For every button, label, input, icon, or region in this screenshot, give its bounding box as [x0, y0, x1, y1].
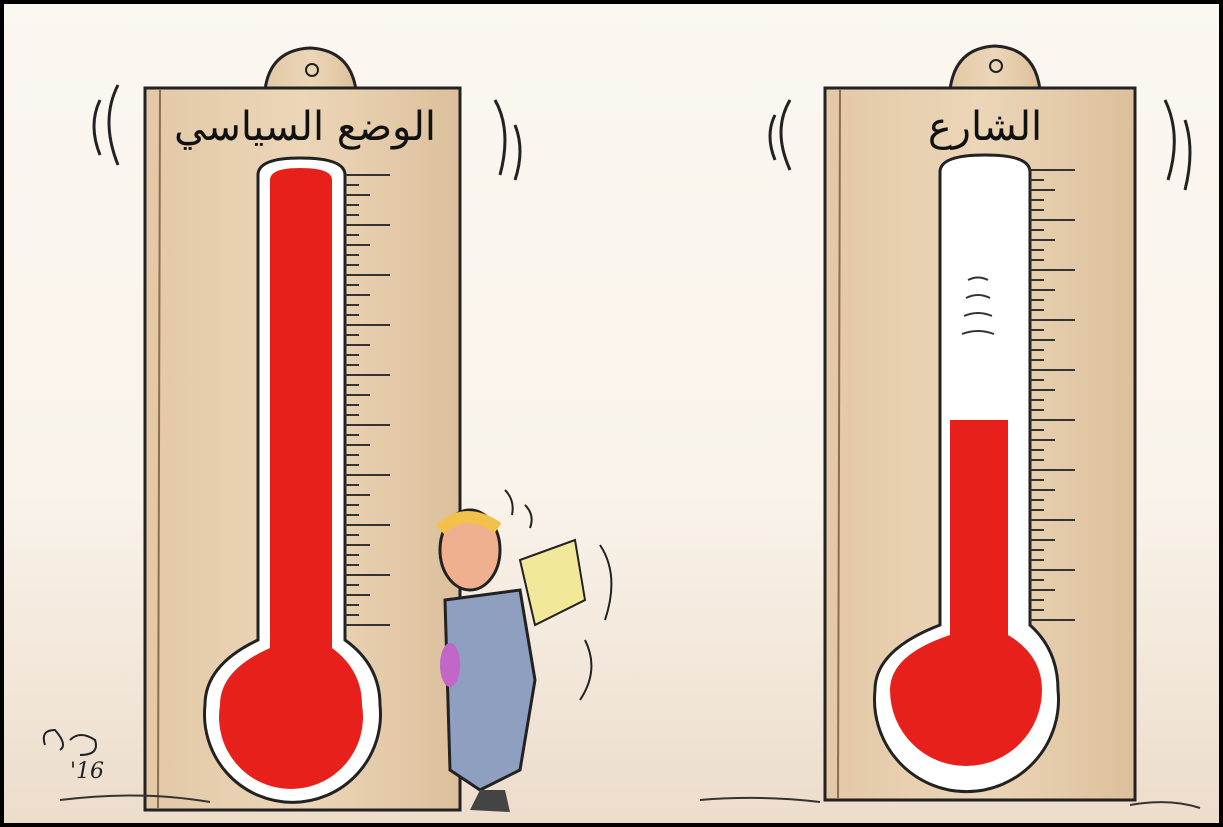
right-thermometer: الشارع	[770, 46, 1190, 800]
signature-year: '16	[70, 759, 104, 784]
panel-label: الشارع	[928, 104, 1042, 150]
patch	[440, 643, 460, 687]
coat	[445, 590, 535, 790]
panel-label: الوضع السياسي	[174, 104, 436, 150]
page: الوضع السياسي الشارع '16 (() => { const …	[0, 0, 1223, 827]
cartoon: الوضع السياسي الشارع '16	[0, 0, 1223, 827]
